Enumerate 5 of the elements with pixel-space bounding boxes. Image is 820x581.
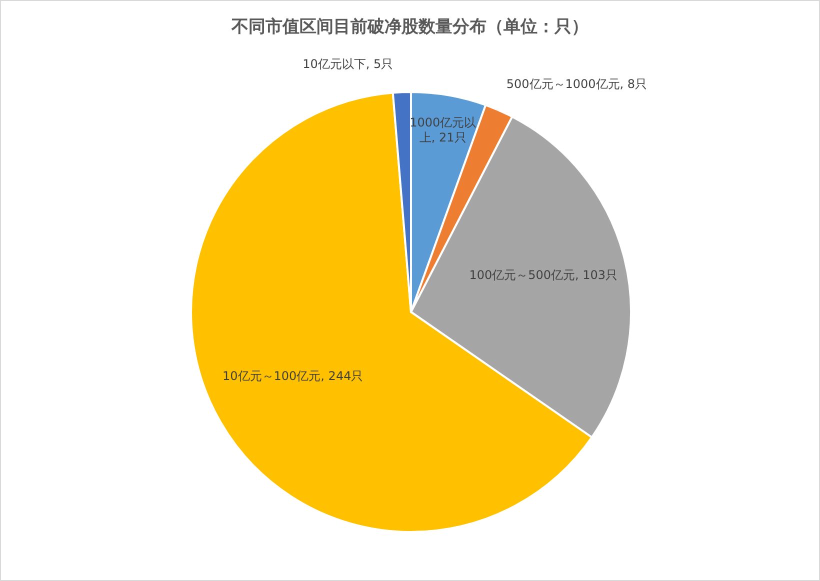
slice-label: 500亿元～1000亿元, 8只 — [506, 76, 648, 91]
slice-label: 10亿元～100亿元, 244只 — [222, 369, 364, 384]
slice-label: 10亿元以下, 5只 — [302, 57, 394, 72]
slice-label: 100亿元～500亿元, 103只 — [469, 268, 618, 282]
chart-title: 不同市值区间目前破净股数量分布（单位：只） — [230, 17, 588, 37]
